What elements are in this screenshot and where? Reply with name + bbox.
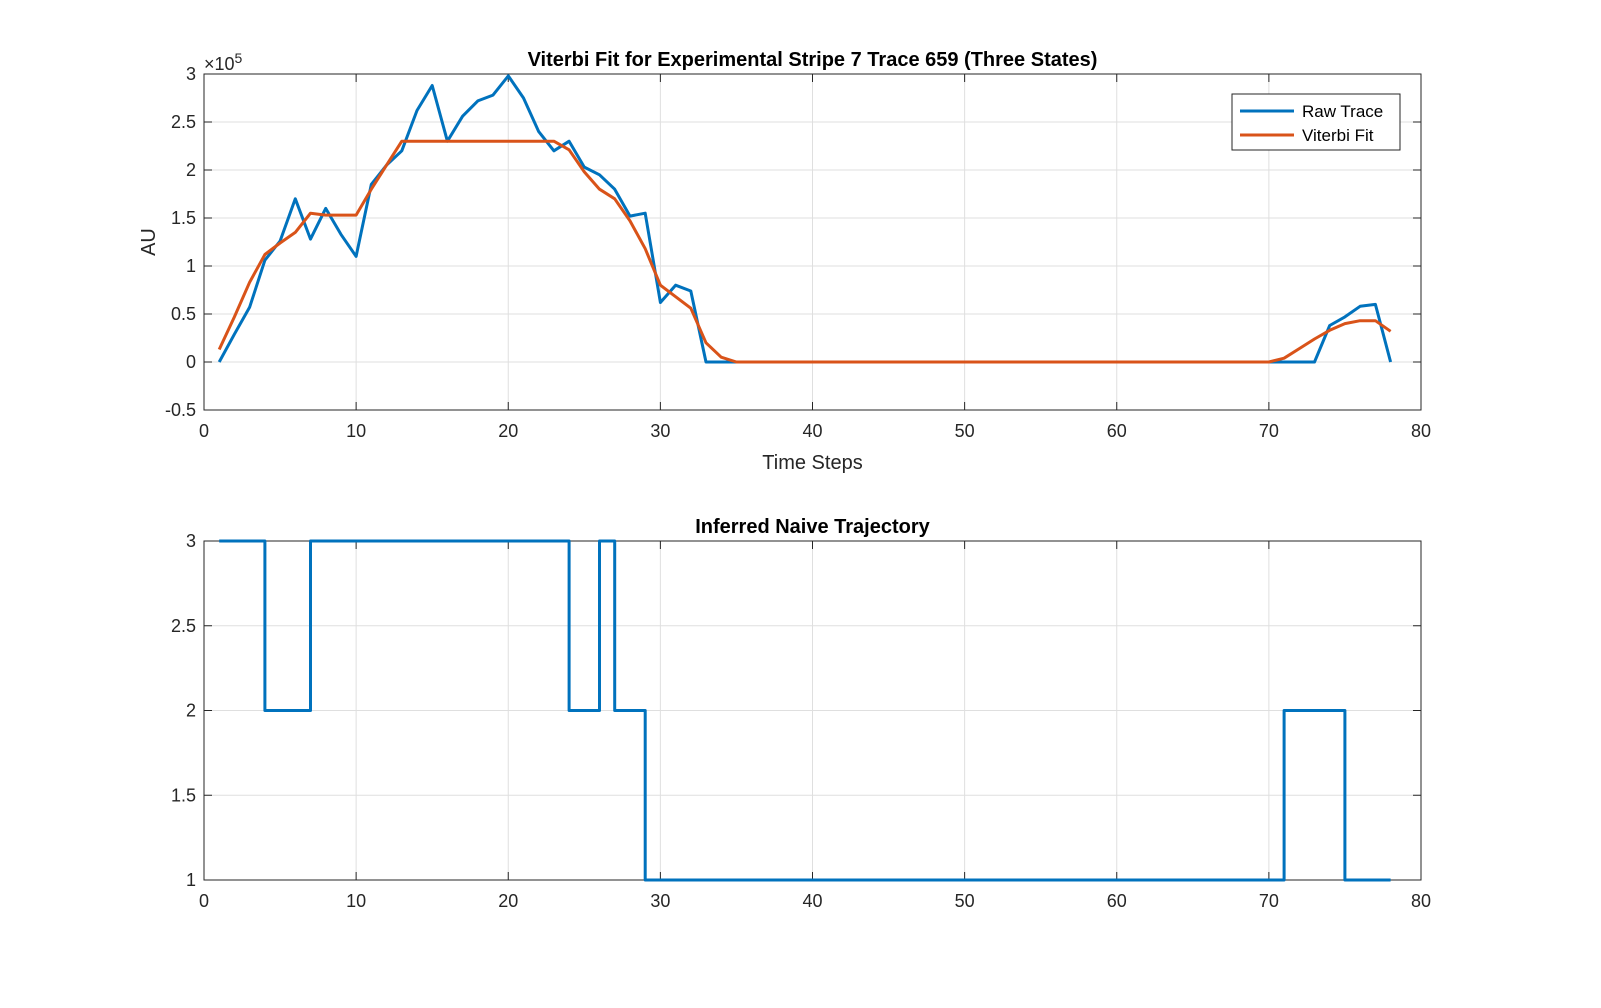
axis-ticks: 0 10 20 30 40 50 60 70 80-0.500.511.522.53 (165, 64, 1431, 441)
y-tick-label: 2.5 (171, 112, 196, 132)
exponent-base: ×10 (204, 54, 235, 74)
y-tick-label: 2 (186, 160, 196, 180)
x-tick-label: 50 (955, 891, 975, 911)
series-viterbi-fit (217, 139, 1392, 364)
x-tick-label: 30 (650, 891, 670, 911)
x-tick-label: 80 (1411, 421, 1431, 441)
y-tick-label: 1 (186, 870, 196, 890)
chart-title: Inferred Naive Trajectory (695, 516, 930, 538)
exponent-power: 5 (235, 50, 243, 66)
series-raw-trace (217, 74, 1393, 364)
x-tick-label: 60 (1107, 891, 1127, 911)
data-series (217, 74, 1393, 364)
y-tick-label: 3 (186, 64, 196, 84)
y-tick-label: 0 (186, 352, 196, 372)
x-tick-label: 40 (802, 421, 822, 441)
x-tick-label: 10 (346, 421, 366, 441)
y-tick-label: -0.5 (165, 400, 196, 420)
y-tick-label: 2 (186, 701, 196, 721)
x-tick-label: 20 (498, 421, 518, 441)
legend-box (1231, 93, 1401, 151)
x-tick-label: 40 (802, 891, 822, 911)
x-axis-label: Time Steps (762, 452, 862, 474)
x-tick-label: 30 (650, 421, 670, 441)
y-tick-label: 0.5 (171, 304, 196, 324)
y-tick-label: 1.5 (171, 208, 196, 228)
x-tick-label: 20 (498, 891, 518, 911)
x-tick-label: 70 (1259, 421, 1279, 441)
axis-ticks: 0 10 20 30 40 50 60 70 80 1 1.5 2 2.5 3 (171, 531, 1431, 911)
y-tick-label: 1.5 (171, 785, 196, 805)
x-tick-label: 50 (955, 421, 975, 441)
grid-lines (204, 74, 1421, 410)
grid-lines (204, 541, 1421, 880)
viterbi-fit-chart: 0 10 20 30 40 50 60 70 80-0.500.511.522.53 Viter… (138, 49, 1431, 474)
y-tick-label: 1 (186, 256, 196, 276)
series-trajectory (219, 539, 1391, 882)
x-tick-label: 10 (346, 891, 366, 911)
naive-trajectory-chart: 0 10 20 30 40 50 60 70 80 1 1.5 2 2.5 3 Inferred Naiv… (171, 516, 1431, 911)
x-tick-label: 0 (199, 891, 209, 911)
legend-label: Viterbi Fit (1302, 126, 1374, 145)
x-tick-label: 0 (199, 421, 209, 441)
y-tick-label: 2.5 (171, 616, 196, 636)
x-tick-label: 60 (1107, 421, 1127, 441)
x-tick-label: 80 (1411, 891, 1431, 911)
chart-title: Viterbi Fit for Experimental Stripe 7 Tr… (528, 49, 1098, 71)
legend-label: Raw Trace (1302, 102, 1383, 121)
y-axis-exponent: ×105 (204, 50, 243, 74)
y-axis-label: AU (138, 228, 160, 256)
data-series (219, 539, 1391, 882)
x-tick-label: 70 (1259, 891, 1279, 911)
legend: Raw Trace Viterbi Fit (1231, 93, 1401, 151)
y-tick-label: 3 (186, 531, 196, 551)
